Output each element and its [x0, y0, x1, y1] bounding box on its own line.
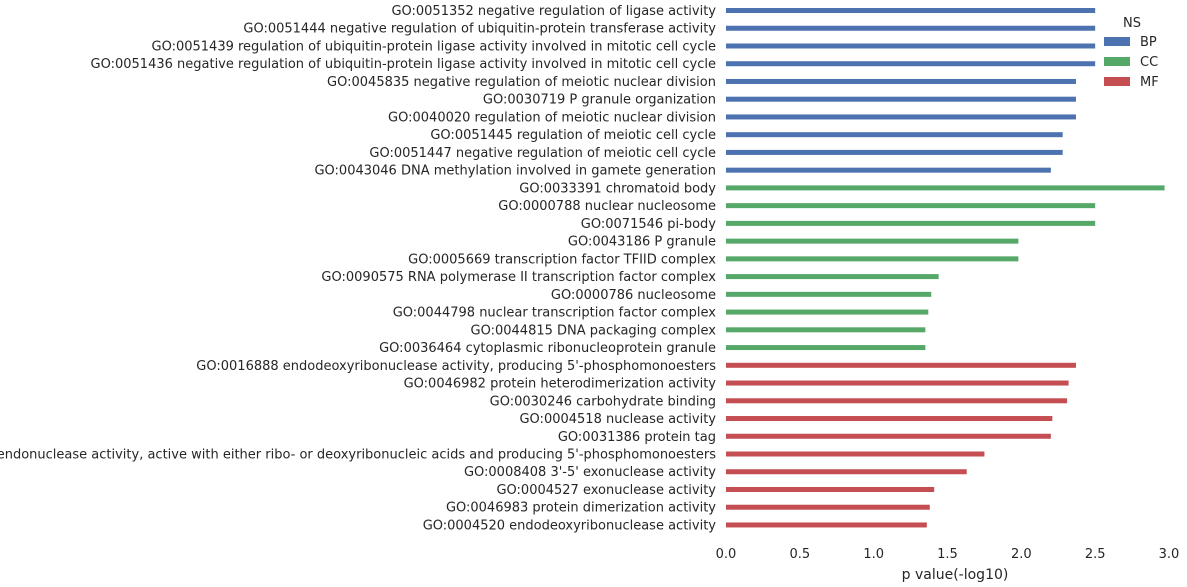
category-label: GO:0033391 chromatoid body [519, 181, 716, 196]
legend-title: NS [1123, 16, 1141, 31]
bar-cc [726, 345, 926, 351]
bar-cc [726, 220, 1096, 226]
bar-mf [726, 522, 927, 528]
category-label: GO:0004527 exonuclease activity [496, 483, 716, 498]
category-label: GO:0043186 P granule [568, 235, 716, 250]
x-tick-label: 2.0 [1011, 547, 1032, 562]
category-label: GO:0051352 negative regulation of ligase… [391, 4, 716, 19]
bar-bp [726, 43, 1096, 49]
x-tick-label: 2.5 [1085, 547, 1106, 562]
legend-entry-label: BP [1140, 35, 1157, 50]
bar-bp [726, 132, 1063, 138]
category-label: GO:0051447 negative regulation of meioti… [369, 146, 716, 161]
category-label: GO:0040020 regulation of meiotic nuclear… [388, 110, 716, 125]
bar-cc [726, 327, 926, 333]
bar-bp [726, 61, 1096, 67]
bars-group [726, 8, 1165, 528]
bar-bp [726, 96, 1076, 102]
category-label: GO:0045835 negative regulation of meioti… [327, 75, 716, 90]
category-label: GO:0043046 DNA methylation involved in g… [314, 164, 716, 179]
category-label: GO:0008408 3'-5' exonuclease activity [464, 465, 716, 480]
category-label: GO:0030719 P granule organization [483, 93, 716, 108]
bar-cc [726, 309, 929, 315]
category-label: GO:0051444 negative regulation of ubiqui… [243, 22, 716, 37]
category-label: GO:0016888 endodeoxyribonuclease activit… [196, 359, 716, 374]
bar-mf [726, 433, 1051, 439]
bar-mf [726, 398, 1068, 404]
category-label: GO:0004520 endodeoxyribonuclease activit… [423, 518, 717, 533]
legend-swatch-bp [1104, 37, 1130, 46]
legend: NS BP CC MF [1104, 16, 1159, 90]
bar-bp [726, 167, 1051, 173]
bar-cc [726, 291, 932, 297]
bar-cc [726, 256, 1019, 262]
bar-cc [726, 185, 1165, 191]
legend-swatch-cc [1104, 57, 1130, 66]
x-axis-label: p value(-log10) [902, 567, 1009, 583]
category-label: GO:0071546 pi-body [581, 217, 716, 232]
category-label: GO:0030246 carbohydrate binding [490, 394, 716, 409]
bar-bp [726, 149, 1063, 155]
category-label: GO:0046983 protein dimerization activity [446, 501, 716, 516]
bar-mf [726, 451, 985, 457]
category-labels-group: GO:0051352 negative regulation of ligase… [0, 4, 716, 533]
bar-cc [726, 274, 939, 280]
category-label: GO:0044798 nuclear transcription factor … [393, 306, 717, 321]
legend-entry-label: CC [1140, 55, 1158, 70]
bar-bp [726, 114, 1076, 120]
x-tick-label: 0.5 [789, 547, 810, 562]
bar-mf [726, 416, 1053, 422]
category-label: GO:0090575 RNA polymerase II transcripti… [321, 270, 716, 285]
bar-mf [726, 486, 935, 492]
x-tick-label: 1.5 [937, 547, 958, 562]
category-label: GO:0004518 nuclease activity [519, 412, 716, 427]
bar-cc [726, 203, 1096, 209]
x-tick-label: 3.0 [1159, 547, 1180, 562]
bar-bp [726, 8, 1096, 13]
x-axis-ticks-group: 0.0 0.5 1.0 1.5 2.0 2.5 3.0 [716, 547, 1180, 562]
category-label: GO:0005669 transcription factor TFIID co… [408, 252, 716, 267]
category-label: GO:0044815 DNA packaging complex [471, 323, 717, 338]
bar-bp [726, 78, 1076, 84]
category-label: GO:0000786 nucleosome [551, 288, 716, 303]
x-tick-label: 1.0 [863, 547, 884, 562]
x-tick-label: 0.0 [716, 547, 737, 562]
bar-cc [726, 238, 1019, 244]
category-label: GO:0046982 protein heterodimerization ac… [404, 377, 717, 392]
category-label: GO:0051445 regulation of meiotic cell cy… [430, 128, 716, 143]
category-label: GO:0051439 regulation of ubiquitin-prote… [152, 39, 716, 54]
category-label: GO:0036464 cytoplasmic ribonucleoprotein… [379, 341, 716, 356]
bar-bp [726, 25, 1096, 31]
bar-mf [726, 469, 967, 475]
legend-swatch-mf [1104, 77, 1130, 86]
category-label: GO:0016893 endonuclease activity, active… [0, 448, 716, 463]
legend-entry-label: MF [1140, 75, 1159, 90]
category-label: GO:0031386 protein tag [558, 430, 716, 445]
bar-mf [726, 504, 930, 510]
bar-mf [726, 380, 1069, 386]
category-label: GO:0000788 nuclear nucleosome [498, 199, 716, 214]
bar-mf [726, 362, 1076, 368]
category-label: GO:0051436 negative regulation of ubiqui… [91, 57, 716, 72]
